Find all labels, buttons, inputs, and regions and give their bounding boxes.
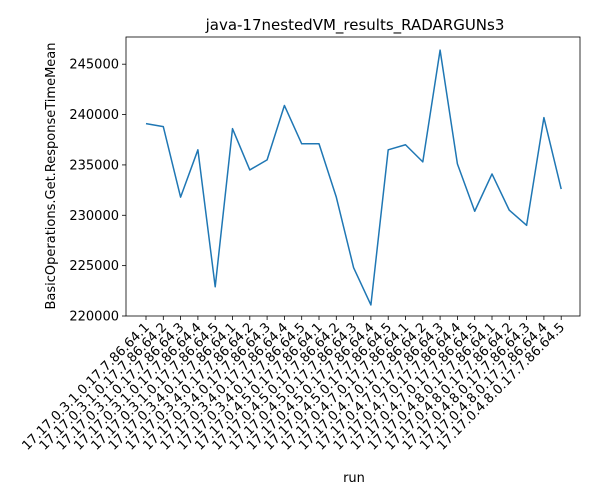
y-axis-title: BasicOperations.Get.ResponseTimeMean [44,43,59,310]
x-axis-title: run [343,471,365,486]
y-tick-label: 235000 [69,158,119,173]
series-line [145,49,562,306]
y-tick-label: 225000 [69,259,119,274]
y-tick-label: 245000 [69,58,119,73]
y-tick-label: 230000 [69,209,119,224]
y-tick-label: 220000 [69,310,119,325]
y-axis: 220000 225000 230000 235000 240000 245000 [69,58,126,325]
x-axis: 17.17.0.3.1.0.17.7.86.64.117.17.0.3.1.0.… [19,316,568,454]
plot-frame [125,36,581,317]
chart-title: java-17nestedVM_results_RADARGUNs3 [205,16,505,35]
plot-background [126,37,580,316]
plot-area [126,37,580,316]
y-tick-label: 240000 [69,108,119,123]
